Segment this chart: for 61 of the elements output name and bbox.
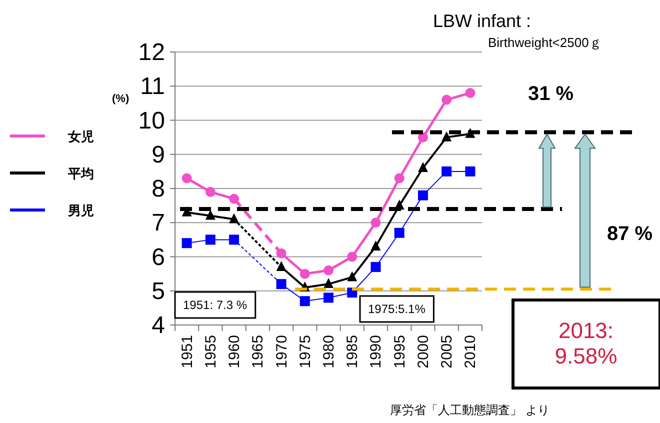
x-tick-label: 1980 [320, 335, 338, 368]
annotation: 1951: 7.3 % [183, 298, 248, 312]
point [205, 186, 216, 197]
point [300, 296, 310, 306]
point [370, 262, 381, 272]
point [418, 190, 428, 200]
legend-label: 平均 [67, 166, 94, 181]
x-tick-label: 1970 [273, 335, 290, 368]
point [418, 132, 428, 142]
y-tick-label: 12 [138, 39, 165, 66]
point [324, 265, 334, 276]
x-tick-label: 1995 [391, 335, 408, 368]
y-axis-title: (%) [112, 93, 130, 105]
y-tick-label: 6 [152, 244, 165, 271]
x-tick-label: 2000 [414, 335, 432, 368]
x-tick-label: 1951 [178, 335, 196, 368]
y-tick-label: 11 [140, 73, 165, 100]
point [205, 210, 216, 220]
point [418, 162, 428, 172]
annotation: LBW infant : [433, 11, 532, 31]
point [394, 173, 404, 184]
annotation: 2013: 9.58% [512, 298, 660, 390]
x-tick-label: 1955 [202, 335, 220, 368]
point [182, 238, 192, 248]
x-tick-label: 1985 [344, 335, 362, 368]
x-tick-label: 2005 [438, 335, 456, 368]
y-tick-label: 10 [138, 107, 165, 134]
x-tick-label: 2010 [462, 335, 480, 368]
annotation: 1975:5.1% [359, 295, 434, 323]
point [465, 166, 476, 176]
y-tick-label: 4 [152, 312, 165, 339]
legend-label: 男児 [67, 203, 94, 218]
y-tick-label: 8 [152, 176, 165, 202]
point [442, 166, 452, 176]
y-tick-label: 7 [152, 210, 165, 237]
point [300, 268, 310, 279]
legend-label: 女児 [67, 129, 94, 144]
point [324, 292, 334, 303]
annotation: 1975:5.1% [368, 302, 426, 316]
x-tick-label: 1990 [368, 335, 385, 368]
point [205, 234, 216, 245]
point [465, 88, 476, 98]
point [370, 218, 381, 228]
annotation: Birthweight<2500ｇ [488, 35, 602, 50]
point [370, 240, 381, 251]
point [324, 278, 334, 288]
x-tick-label: 1965 [250, 335, 267, 368]
point [442, 131, 452, 142]
y-tick-label: 9 [152, 141, 165, 168]
x-tick-label: 1975 [296, 335, 314, 368]
point [442, 94, 452, 105]
y-tick-label: 5 [152, 278, 165, 305]
annotation: 厚労省「人工動態調査」 より [390, 403, 550, 417]
x-tick-label: 1960 [226, 335, 244, 368]
point [182, 173, 192, 184]
point [394, 228, 404, 238]
annotation: 31 % [528, 83, 574, 105]
point [347, 271, 358, 282]
annotation: 87 % [607, 223, 653, 245]
annotation: 1951: 7.3 % [174, 291, 256, 319]
point [347, 252, 358, 262]
